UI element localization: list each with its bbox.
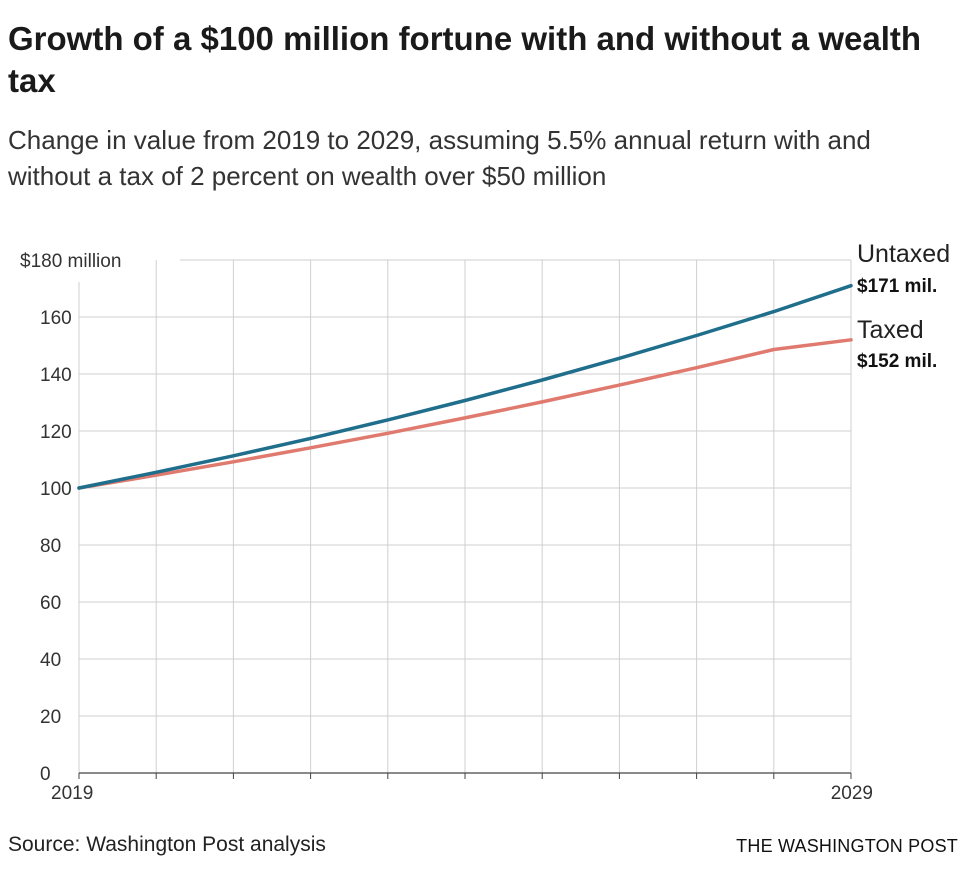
- y-tick-label: 60: [40, 593, 61, 614]
- y-tick-label: 80: [40, 536, 61, 557]
- y-tick-label: 160: [40, 308, 72, 329]
- publisher-credit: THE WASHINGTON POST: [736, 836, 958, 856]
- series-line-taxed: [77, 338, 853, 490]
- series-end-value-taxed: $152 mil.: [857, 351, 937, 372]
- y-tick-label: 100: [40, 479, 72, 500]
- source-note: Source: Washington Post analysis: [8, 833, 326, 856]
- series-end-value-untaxed: $171 mil.: [857, 276, 937, 297]
- y-tick-label: 20: [40, 707, 61, 728]
- y-tick-label: 40: [40, 650, 61, 671]
- series-label-taxed: Taxed: [857, 316, 924, 344]
- series-label-untaxed: Untaxed: [857, 240, 950, 268]
- y-tick-label: 120: [40, 422, 72, 443]
- x-tick-label: 2019: [51, 783, 93, 804]
- chart-title: Growth of a $100 million fortune with an…: [8, 20, 922, 99]
- y-tick-label: $180 million: [20, 251, 121, 272]
- y-tick-label: 140: [40, 365, 72, 386]
- chart-subtitle: Change in value from 2019 to 2029, assum…: [8, 125, 871, 191]
- x-tick-label: 2029: [831, 783, 873, 804]
- series-line-untaxed: [77, 283, 853, 490]
- y-tick-label: 0: [40, 764, 51, 785]
